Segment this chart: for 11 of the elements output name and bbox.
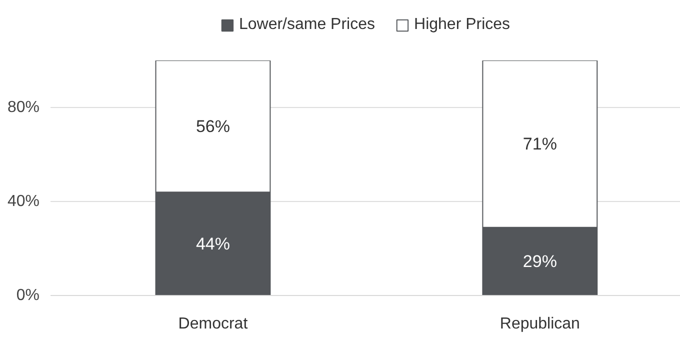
y-tick-label: 40% [7, 193, 40, 210]
y-tick-label: 0% [16, 287, 40, 304]
y-tick-label: 80% [7, 99, 40, 116]
legend-label: Lower/same Prices [238, 16, 376, 34]
data-label: 44% [196, 234, 230, 254]
legend-label: Higher Prices [414, 16, 510, 34]
x-tick-label: Democrat [178, 316, 248, 332]
data-label: 29% [522, 252, 557, 271]
data-label: 71% [522, 134, 557, 154]
x-tick-label: Republican [500, 316, 580, 332]
data-label: 56% [196, 116, 230, 136]
